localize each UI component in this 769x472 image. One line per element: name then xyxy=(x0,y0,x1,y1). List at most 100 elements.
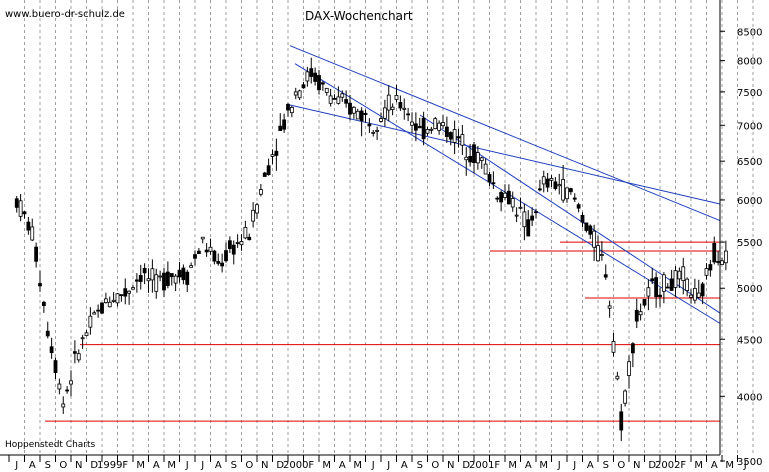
candle-body xyxy=(522,211,527,228)
candle-body xyxy=(340,93,345,98)
candle-body xyxy=(348,102,352,115)
y-tick-label: 6000 xyxy=(737,196,762,207)
x-tick-label: F xyxy=(122,460,128,471)
chart-title: DAX-Wochenchart xyxy=(305,9,413,23)
candle-body xyxy=(599,254,604,256)
candle-body xyxy=(216,261,221,264)
candle-body xyxy=(475,152,480,164)
candle-body xyxy=(460,134,465,146)
x-tick-label: A xyxy=(401,460,408,471)
candle-body xyxy=(363,112,368,116)
x-tick-label: N xyxy=(633,460,640,471)
candle-body xyxy=(394,95,399,100)
candle-body xyxy=(26,221,31,231)
x-tick-label: 2002 xyxy=(655,460,680,471)
x-tick-label: F xyxy=(308,460,314,471)
x-tick-label: S xyxy=(417,460,423,471)
candle-body xyxy=(661,274,666,292)
candle-body xyxy=(468,155,473,163)
candle-body xyxy=(716,261,721,263)
x-tick-label: M xyxy=(136,460,145,471)
candle-body xyxy=(309,68,314,77)
candle-body xyxy=(293,91,298,96)
x-tick-label: M xyxy=(725,460,734,471)
candle-body xyxy=(526,219,531,237)
x-tick-label: M xyxy=(322,460,331,471)
candle-body xyxy=(437,122,442,131)
candle-body xyxy=(208,246,213,252)
candle-body xyxy=(592,230,597,248)
candle-body xyxy=(332,98,337,100)
candle-body xyxy=(406,113,411,116)
x-tick-label: M xyxy=(508,460,517,471)
candle-body xyxy=(344,99,349,104)
candle-body xyxy=(49,346,54,354)
candle-body xyxy=(243,226,248,239)
candle-body xyxy=(220,262,225,267)
candle-body xyxy=(692,288,697,301)
candle-body xyxy=(193,254,197,259)
x-tick-label: O xyxy=(431,460,439,471)
candle-body xyxy=(444,126,449,137)
x-tick-label: A xyxy=(525,460,532,471)
x-tick-label: O xyxy=(245,460,253,471)
axes xyxy=(0,0,721,456)
candle-body xyxy=(134,279,139,282)
x-tick-label: J xyxy=(572,460,576,471)
candle-body xyxy=(452,129,457,143)
candle-body xyxy=(53,360,58,373)
x-tick-label: J xyxy=(185,460,189,471)
candle-body xyxy=(235,242,240,244)
candle-body xyxy=(696,292,701,298)
candle-body xyxy=(588,225,593,235)
candle-body xyxy=(425,129,430,134)
candle-body xyxy=(472,144,476,164)
candle-body xyxy=(169,273,174,278)
candle-body xyxy=(185,271,190,285)
candle-body xyxy=(313,72,318,82)
candle-body xyxy=(646,287,651,297)
candle-body xyxy=(231,244,236,255)
candle-body xyxy=(658,294,662,298)
candle-body xyxy=(638,311,643,316)
x-tick-label: M xyxy=(539,460,548,471)
candle-body xyxy=(367,123,372,127)
x-tick-label: 2001 xyxy=(469,460,494,471)
candle-body xyxy=(301,84,306,89)
candle-body xyxy=(96,309,101,312)
x-tick-label: A xyxy=(711,460,718,471)
x-tick-label: A xyxy=(215,460,222,471)
candle-body xyxy=(627,361,631,376)
candle-body xyxy=(258,189,263,195)
candle-body xyxy=(534,211,538,214)
x-tick-label: M xyxy=(694,460,703,471)
candle-body xyxy=(270,154,275,157)
candle-body xyxy=(700,283,705,297)
candle-body xyxy=(580,215,585,223)
candle-body xyxy=(247,236,252,241)
candle-body xyxy=(165,271,170,286)
candle-body xyxy=(177,269,182,278)
candle-body xyxy=(127,290,132,294)
y-tick-label: 7500 xyxy=(737,88,762,99)
candle-body xyxy=(119,294,124,297)
candle-body xyxy=(189,265,194,268)
candle-body xyxy=(619,411,624,431)
y-tick-label: 7000 xyxy=(737,121,762,132)
candle-body xyxy=(545,178,550,188)
candle-body xyxy=(251,209,256,222)
candle-body xyxy=(204,249,209,253)
candle-body xyxy=(630,343,635,354)
y-tick-label: 6500 xyxy=(737,157,762,168)
trend-line xyxy=(289,45,721,222)
candle-body xyxy=(111,299,116,302)
candle-body xyxy=(92,312,97,315)
candle-body xyxy=(495,197,500,200)
candle-body xyxy=(103,298,108,303)
candle-body xyxy=(673,270,678,288)
candle-body xyxy=(561,179,566,201)
candle-body xyxy=(720,260,724,265)
x-tick-label: J xyxy=(371,460,375,471)
candle-body xyxy=(196,250,201,255)
